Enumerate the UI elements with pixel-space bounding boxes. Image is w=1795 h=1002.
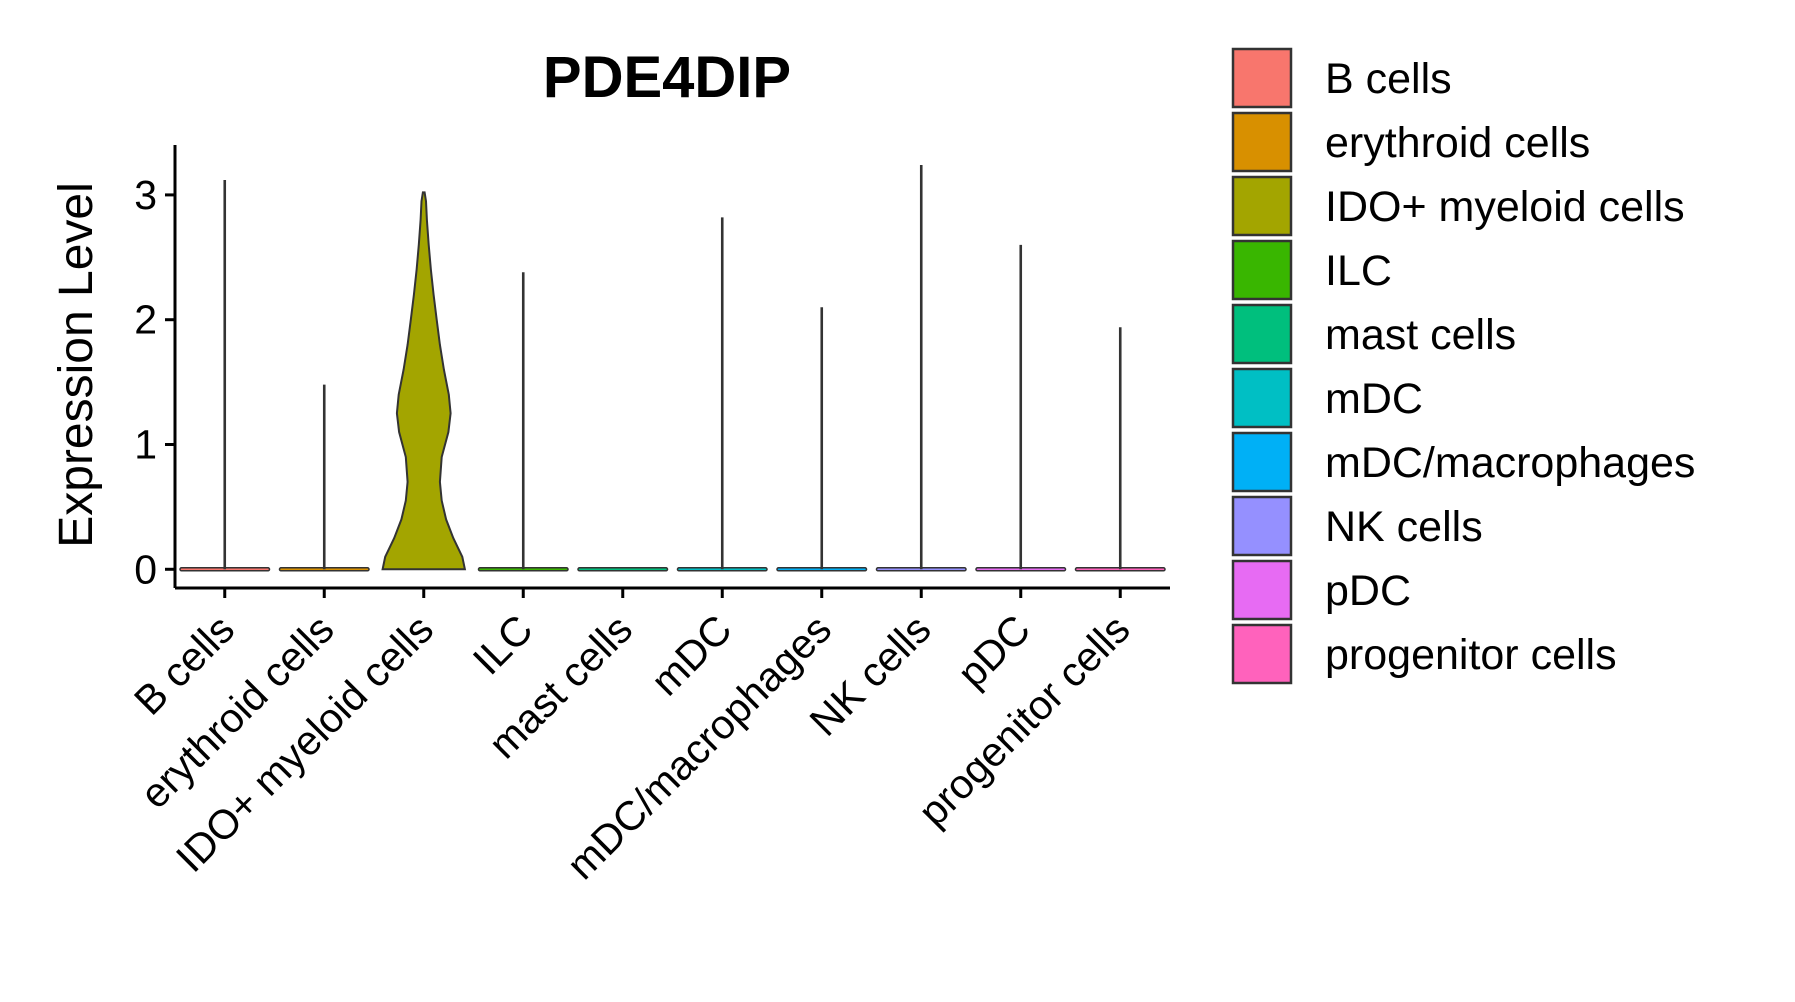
y-tick-label: 3 [134, 172, 157, 218]
legend-label: NK cells [1325, 503, 1483, 551]
legend-key [1231, 495, 1293, 557]
legend-key [1231, 47, 1293, 109]
legend-label: pDC [1325, 567, 1411, 615]
legend-key [1231, 367, 1293, 429]
x-tick-label: pDC [949, 606, 1040, 697]
plot-area [179, 164, 1166, 572]
violin-erythroid-cells [278, 384, 370, 572]
legend-label: erythroid cells [1325, 119, 1590, 167]
legend-label: IDO+ myeloid cells [1325, 183, 1685, 231]
violin-pdc [975, 244, 1067, 572]
violin-nk-cells [875, 164, 967, 572]
violin-ilc [477, 272, 569, 572]
violin-mdc [676, 217, 768, 572]
y-tick-label: 1 [134, 421, 157, 467]
legend-label: mast cells [1325, 311, 1516, 359]
chart-title: PDE4DIP [543, 45, 791, 110]
legend-label: mDC [1325, 375, 1423, 423]
violin-mdc-macrophages [776, 307, 868, 572]
y-axis-title: Expression Level [50, 182, 103, 548]
legend-key [1231, 623, 1293, 685]
y-tick-label: 2 [134, 297, 157, 343]
violin-progenitor-cells [1074, 327, 1166, 572]
legend: B cells erythroid cells IDO+ myeloid cells… [1231, 47, 1695, 685]
x-tick-label: ILC [464, 606, 542, 684]
violin-ido-myeloid-cells [381, 191, 467, 571]
legend-label: progenitor cells [1325, 631, 1617, 679]
violin-mast-cells [577, 567, 669, 572]
violin-b-cells [179, 179, 271, 572]
legend-key [1231, 559, 1293, 621]
legend-key [1231, 431, 1293, 493]
violin-base [577, 567, 669, 572]
legend-key [1231, 111, 1293, 173]
violin-shape [381, 191, 467, 571]
legend-label: mDC/macrophages [1325, 439, 1695, 487]
y-tick-label: 0 [134, 546, 157, 592]
legend-label: ILC [1325, 247, 1392, 295]
legend-key [1231, 175, 1293, 237]
legend-label: B cells [1325, 55, 1452, 103]
legend-key [1231, 239, 1293, 301]
legend-key [1231, 303, 1293, 365]
